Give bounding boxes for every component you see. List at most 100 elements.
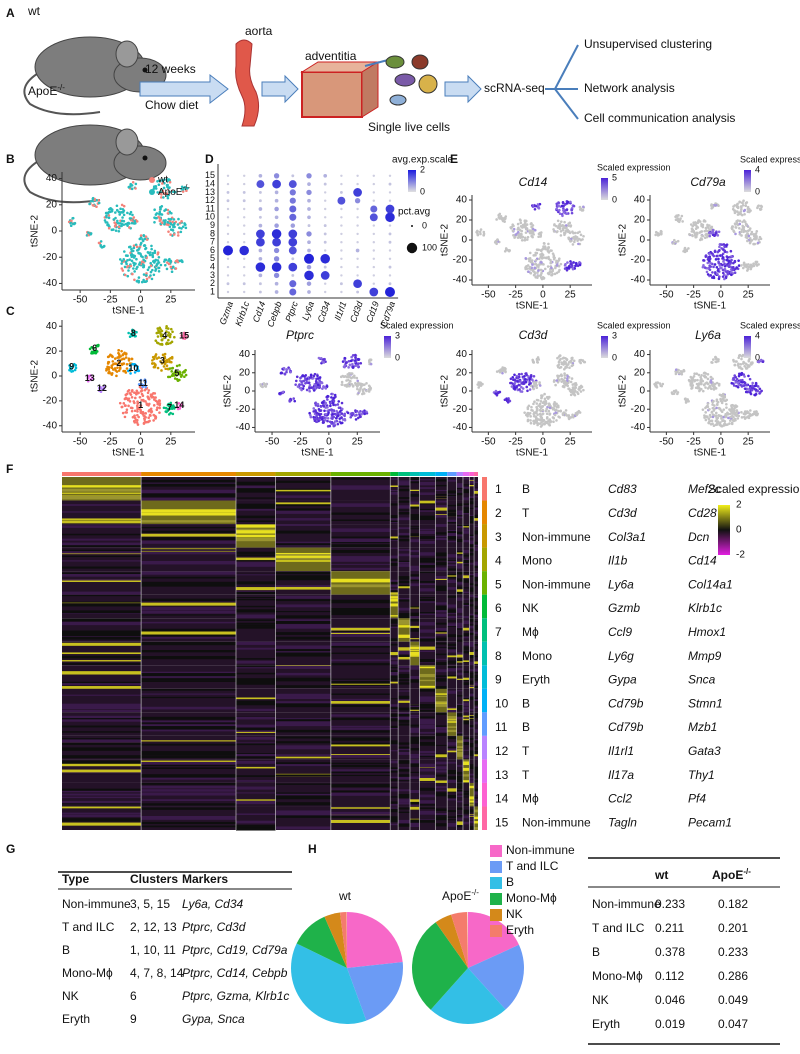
cell-point xyxy=(577,243,580,246)
y-tick-label: 0 xyxy=(639,386,645,397)
cell-point xyxy=(164,264,167,267)
cell-point xyxy=(148,398,151,401)
heat-streak xyxy=(447,691,456,694)
heat-streak xyxy=(331,693,390,694)
cell-point xyxy=(540,269,543,272)
cell-point xyxy=(755,235,758,238)
heat-streak xyxy=(398,752,410,755)
cell-point xyxy=(329,420,332,423)
cluster-strip xyxy=(457,472,463,476)
output-label: Network analysis xyxy=(584,81,675,95)
heat-streak xyxy=(236,704,276,705)
panel-letter: A xyxy=(6,6,15,20)
cell-point xyxy=(129,185,132,188)
cell-point xyxy=(752,413,755,416)
cell-point xyxy=(163,407,166,410)
cell-point xyxy=(705,233,708,236)
cell-point xyxy=(163,223,166,226)
cell-point xyxy=(734,268,737,271)
heat-streak xyxy=(447,762,456,764)
cell-point xyxy=(529,272,532,275)
legend-tick: 0 xyxy=(612,194,617,204)
cluster-strip xyxy=(398,472,410,476)
heat-streak xyxy=(447,505,456,506)
cell-point xyxy=(108,208,111,211)
cell-point xyxy=(719,398,722,401)
heat-streak xyxy=(447,536,456,539)
label-sup: -/- xyxy=(57,83,65,92)
cell-point xyxy=(536,358,539,361)
heat-streak xyxy=(276,784,331,785)
cell-point xyxy=(556,264,559,267)
heat-streak xyxy=(419,647,435,650)
cell-point xyxy=(693,230,696,233)
cell-point xyxy=(565,224,568,227)
cell-point xyxy=(163,365,166,368)
x-tick-label: 25 xyxy=(565,290,577,301)
heat-streak xyxy=(62,731,141,732)
heat-streak xyxy=(398,564,410,567)
cell-point xyxy=(149,254,152,257)
heat-streak xyxy=(276,524,331,526)
cell-point xyxy=(562,209,565,212)
heat-streak xyxy=(398,554,410,556)
x-tick-label: -50 xyxy=(73,295,88,306)
cell-point xyxy=(131,410,134,413)
heat-streak xyxy=(236,682,276,683)
cell-point xyxy=(724,422,727,425)
heat-streak xyxy=(419,631,435,633)
heat-streak xyxy=(398,535,410,537)
heat-streak xyxy=(398,696,410,699)
cell-point xyxy=(497,391,500,394)
heat-streak xyxy=(236,792,276,793)
cluster-label: 13 xyxy=(85,373,95,383)
cell-point xyxy=(702,266,705,269)
heat-streak xyxy=(435,538,447,541)
cell-point xyxy=(131,260,134,263)
dot xyxy=(340,258,342,260)
cell-point xyxy=(151,359,154,362)
cell-point xyxy=(296,375,299,378)
cell-point xyxy=(127,222,130,225)
cell-point xyxy=(115,229,118,232)
cell-point xyxy=(513,373,516,376)
cell-point xyxy=(700,225,703,228)
cell-point xyxy=(504,215,507,218)
dot xyxy=(290,198,296,204)
cell-point xyxy=(741,225,744,228)
cell-point xyxy=(483,231,486,234)
cell-point xyxy=(739,210,742,213)
heat-streak xyxy=(276,680,331,681)
cell-point xyxy=(135,258,138,261)
heat-streak xyxy=(410,613,419,616)
cell-point xyxy=(116,220,119,223)
cell-point xyxy=(573,237,576,240)
heat-streak xyxy=(447,788,456,791)
cell-point xyxy=(561,362,564,365)
cell-point xyxy=(710,207,713,210)
cluster-label: 9 xyxy=(69,362,74,372)
heat-streak xyxy=(62,716,141,718)
heat-streak xyxy=(62,801,141,803)
cell-point xyxy=(326,406,329,409)
heat-streak xyxy=(276,673,331,675)
heat-streak xyxy=(419,601,435,603)
cell-point xyxy=(543,393,546,396)
heat-streak xyxy=(331,791,390,792)
heat-streak xyxy=(435,587,447,589)
x-tick-label: Gzma xyxy=(218,300,236,326)
cell-point xyxy=(536,248,539,251)
cell-point xyxy=(128,357,131,360)
cell-point xyxy=(566,358,569,361)
cell-point xyxy=(690,387,693,390)
cell-point xyxy=(562,413,565,416)
heat-streak xyxy=(236,728,276,731)
x-axis-label: tSNE-1 xyxy=(516,301,549,312)
cell-point xyxy=(759,391,762,394)
dot xyxy=(274,207,279,212)
heat-streak xyxy=(398,769,410,771)
heat-streak xyxy=(141,783,236,785)
cell-point xyxy=(324,386,327,389)
dot xyxy=(389,282,392,285)
dot xyxy=(291,274,294,277)
